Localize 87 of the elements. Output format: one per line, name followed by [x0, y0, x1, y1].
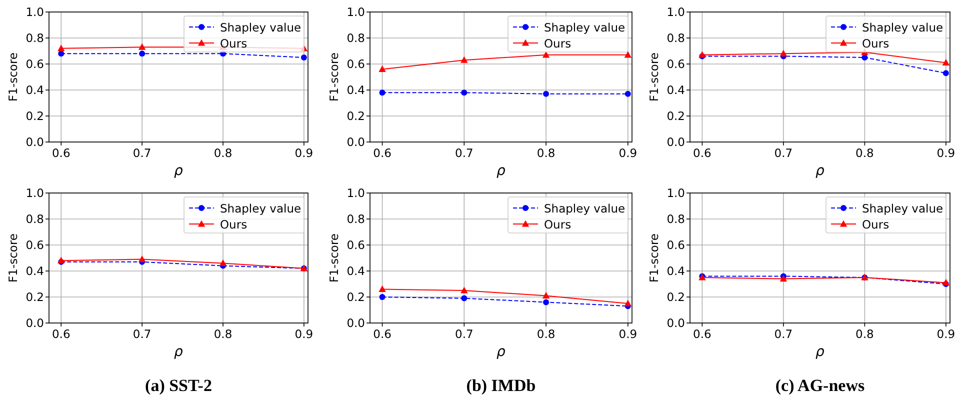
x-tick-label: 0.6	[693, 146, 712, 160]
x-axis-title: ρ	[816, 163, 825, 179]
y-tick-label: 0.2	[666, 109, 685, 123]
y-tick-label: 0.4	[666, 83, 685, 97]
legend-label: Shapley value	[220, 20, 302, 34]
x-tick-label: 0.9	[936, 146, 956, 160]
y-tick-label: 0.6	[26, 57, 44, 71]
x-axis-title: ρ	[174, 344, 184, 360]
y-tick-label: 0.2	[26, 290, 44, 304]
y-tick-label: 0.6	[346, 57, 365, 71]
legend-label: Ours	[544, 218, 572, 232]
y-tick-label: 0.8	[666, 212, 685, 226]
x-tick-label: 0.8	[856, 146, 874, 160]
x-axis-title: ρ	[816, 344, 825, 360]
y-tick-label: 0.6	[666, 238, 685, 252]
y-tick-label: 0.8	[346, 31, 365, 45]
x-axis-title: ρ	[174, 163, 184, 179]
x-tick-label: 0.8	[214, 146, 232, 160]
y-tick-label: 1.0	[26, 5, 44, 19]
y-tick-label: 0.0	[666, 316, 685, 330]
y-tick-label: 0.6	[666, 57, 685, 71]
y-tick-label: 0.0	[346, 135, 365, 149]
x-tick-label: 0.7	[455, 327, 474, 341]
y-tick-label: 1.0	[666, 5, 685, 19]
y-tick-label: 0.0	[26, 316, 44, 330]
y-tick-label: 0.0	[26, 135, 44, 149]
x-tick-label: 0.7	[132, 327, 152, 341]
y-tick-label: 1.0	[346, 5, 365, 19]
x-tick-label: 0.6	[693, 327, 712, 341]
x-axis-title: ρ	[496, 163, 506, 179]
x-tick-label: 0.9	[936, 327, 956, 341]
legend-label: Shapley value	[220, 202, 302, 216]
x-tick-label: 0.9	[294, 327, 314, 341]
y-axis-title: F1-score	[327, 52, 341, 102]
y-tick-label: 0.8	[26, 212, 44, 226]
x-tick-label: 0.6	[373, 327, 392, 341]
x-tick-label: 0.6	[373, 146, 392, 160]
y-tick-label: 0.4	[26, 83, 44, 97]
y-axis-title: F1-score	[327, 234, 341, 282]
x-tick-label: 0.6	[52, 327, 70, 341]
legend-label: Ours	[862, 218, 890, 232]
y-axis-title: F1-score	[6, 52, 20, 102]
y-tick-label: 0.2	[346, 109, 365, 123]
y-tick-label: 1.0	[666, 186, 685, 200]
x-tick-label: 0.7	[132, 146, 152, 160]
x-tick-label: 0.6	[52, 146, 70, 160]
x-tick-label: 0.7	[774, 327, 793, 341]
legend-label: Ours	[220, 218, 248, 232]
y-tick-label: 0.4	[346, 83, 365, 97]
x-tick-label: 0.9	[294, 146, 314, 160]
x-tick-label: 0.8	[536, 146, 556, 160]
legend-label: Shapley value	[544, 202, 626, 216]
y-tick-label: 0.2	[666, 290, 685, 304]
legend-label: Shapley value	[862, 202, 944, 216]
y-tick-label: 0.8	[666, 31, 685, 45]
x-tick-label: 0.8	[536, 327, 556, 341]
y-tick-label: 0.0	[666, 135, 685, 149]
text: (a) SST-2	[145, 376, 212, 395]
x-tick-label: 0.7	[455, 146, 474, 160]
y-axis-title: F1-score	[6, 234, 20, 282]
y-tick-label: 0.8	[346, 212, 365, 226]
y-tick-label: 0.6	[26, 238, 44, 252]
y-axis-title: F1-score	[647, 234, 661, 282]
y-tick-label: 1.0	[26, 186, 44, 200]
text: (c) AG-news	[775, 376, 865, 395]
legend-label: Ours	[220, 36, 248, 50]
y-tick-label: 0.2	[26, 109, 44, 123]
legend-label: Ours	[862, 36, 890, 50]
x-tick-label: 0.8	[214, 327, 232, 341]
text: (b) IMDb	[466, 376, 536, 395]
y-tick-label: 0.6	[346, 238, 365, 252]
y-tick-label: 0.0	[346, 316, 365, 330]
legend-label: Shapley value	[862, 20, 944, 34]
y-tick-label: 0.4	[26, 264, 44, 278]
y-tick-label: 0.8	[26, 31, 44, 45]
x-axis-title: ρ	[496, 344, 506, 360]
legend-label: Shapley value	[544, 20, 626, 34]
x-tick-label: 0.8	[856, 327, 874, 341]
y-tick-label: 0.4	[346, 264, 365, 278]
legend-label: Ours	[544, 36, 572, 50]
x-tick-label: 0.7	[774, 146, 793, 160]
x-tick-label: 0.9	[618, 146, 638, 160]
y-tick-label: 1.0	[346, 186, 365, 200]
y-tick-label: 0.2	[346, 290, 365, 304]
y-tick-label: 0.4	[666, 264, 685, 278]
x-tick-label: 0.9	[618, 327, 638, 341]
y-axis-title: F1-score	[647, 52, 661, 102]
